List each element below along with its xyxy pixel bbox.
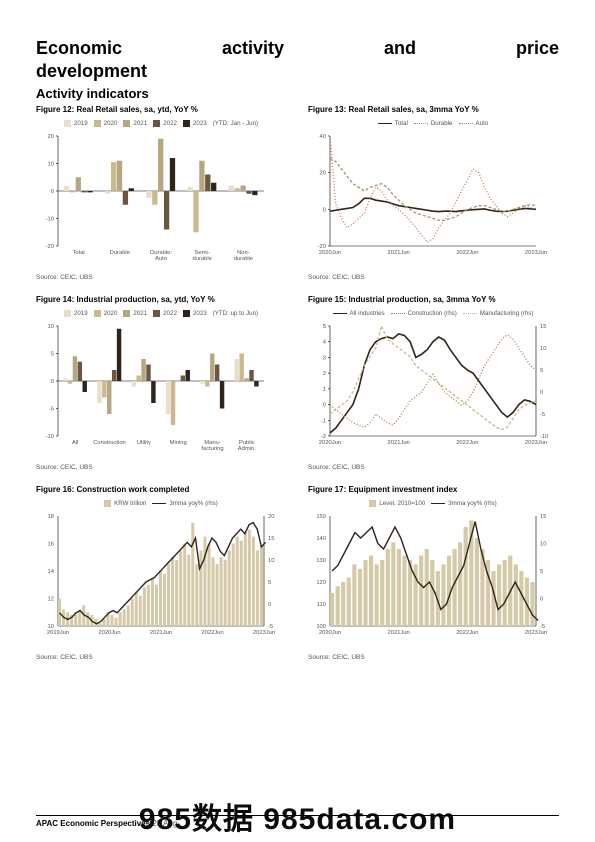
fig15-title: Figure 15: Industrial production, sa, 3m… <box>308 295 558 304</box>
svg-text:2: 2 <box>323 371 326 377</box>
fig13-source: Source: CEIC, UBS <box>308 274 558 281</box>
svg-text:2019Jun: 2019Jun <box>47 630 69 636</box>
fig17-box: Figure 17: Equipment investment index 10… <box>308 485 558 661</box>
fig14-source: Source: CEIC, UBS <box>36 464 286 471</box>
svg-text:2021Jun: 2021Jun <box>388 440 410 446</box>
svg-text:15: 15 <box>540 324 546 330</box>
svg-text:0: 0 <box>51 189 54 195</box>
fig17-source: Source: CEIC, UBS <box>308 654 558 661</box>
svg-text:2023Jun: 2023Jun <box>525 250 547 256</box>
svg-text:40: 40 <box>320 134 326 140</box>
svg-text:110: 110 <box>317 602 326 608</box>
fig17-title: Figure 17: Equipment investment index <box>308 485 558 494</box>
svg-text:14: 14 <box>48 569 55 575</box>
svg-text:0: 0 <box>540 597 543 603</box>
svg-text:10: 10 <box>540 346 546 352</box>
svg-text:2022Jun: 2022Jun <box>456 440 478 446</box>
fig16-chart: 1012141618-5051015202019Jun2020Jun2021Ju… <box>36 498 286 648</box>
svg-text:15: 15 <box>268 536 274 542</box>
fig13-box: Figure 13: Real Retail sales, sa, 3mma Y… <box>308 105 558 281</box>
svg-text:5: 5 <box>51 352 54 358</box>
svg-text:2022Jun: 2022Jun <box>456 630 478 636</box>
fig13-chart: -20020402020Jun2021Jun2022Jun2023JunTota… <box>308 118 558 268</box>
svg-text:durable: durable <box>234 256 253 262</box>
fig14-title: Figure 14: Industrial production, sa, yt… <box>36 295 286 304</box>
svg-text:2021Jun: 2021Jun <box>150 630 172 636</box>
svg-text:-5: -5 <box>49 407 54 413</box>
svg-text:2021Jun: 2021Jun <box>388 630 410 636</box>
svg-text:2020Jun: 2020Jun <box>98 630 120 636</box>
svg-text:20: 20 <box>48 134 54 140</box>
svg-text:2022Jun: 2022Jun <box>201 630 223 636</box>
svg-text:Admin.: Admin. <box>238 446 256 452</box>
svg-text:5: 5 <box>323 324 326 330</box>
svg-text:Construction: Construction <box>93 440 126 446</box>
fig12-box: Figure 12: Real Retail sales, sa, ytd, Y… <box>36 105 286 281</box>
fig12-source: Source: CEIC, UBS <box>36 274 286 281</box>
svg-text:-1: -1 <box>321 418 326 424</box>
page-title: Economic activity and price <box>36 38 559 59</box>
svg-text:0: 0 <box>323 207 326 213</box>
svg-text:-20: -20 <box>46 244 54 250</box>
fig15-chart: -2-1012345-10-50510152020Jun2021Jun2022J… <box>308 308 558 458</box>
svg-text:20: 20 <box>268 514 274 520</box>
watermark: 985数据 985data.com <box>139 794 456 838</box>
fig12-title: Figure 12: Real Retail sales, sa, ytd, Y… <box>36 105 286 114</box>
svg-text:1: 1 <box>323 387 326 393</box>
svg-text:2022Jun: 2022Jun <box>456 250 478 256</box>
svg-text:2020Jun: 2020Jun <box>319 250 341 256</box>
fig17-chart: 100110120130140150-50510152020Jun2021Jun… <box>308 498 558 648</box>
svg-text:-10: -10 <box>46 217 54 223</box>
svg-text:2023Jun: 2023Jun <box>525 440 547 446</box>
svg-text:130: 130 <box>316 558 326 564</box>
svg-text:0: 0 <box>268 602 271 608</box>
svg-text:10: 10 <box>48 324 54 330</box>
section-heading: Activity indicators <box>36 86 559 101</box>
svg-text:4: 4 <box>323 340 327 346</box>
svg-text:2023Jun: 2023Jun <box>253 630 275 636</box>
fig14-chart: -10-50510AllConstructionUtilityMiningMan… <box>36 308 286 458</box>
svg-text:durable: durable <box>193 256 212 262</box>
fig15-box: Figure 15: Industrial production, sa, 3m… <box>308 295 558 471</box>
fig14-box: Figure 14: Industrial production, sa, yt… <box>36 295 286 471</box>
page-title-cont: development <box>36 61 559 82</box>
svg-text:Utility: Utility <box>137 440 151 446</box>
svg-text:-10: -10 <box>46 434 54 440</box>
svg-text:3: 3 <box>323 355 326 361</box>
svg-text:Auto: Auto <box>155 256 167 262</box>
svg-text:2020Jun: 2020Jun <box>319 630 341 636</box>
fig12-chart: -20-1001020TotalDurableDurable:AutoSemi-… <box>36 118 286 268</box>
svg-text:5: 5 <box>540 368 543 374</box>
svg-text:18: 18 <box>48 514 54 520</box>
svg-text:20: 20 <box>320 171 326 177</box>
svg-text:Durable: Durable <box>110 250 130 256</box>
fig15-source: Source: CEIC, UBS <box>308 464 558 471</box>
svg-text:0: 0 <box>540 390 543 396</box>
fig16-source: Source: CEIC, UBS <box>36 654 286 661</box>
svg-text:140: 140 <box>316 536 326 542</box>
svg-text:120: 120 <box>316 580 326 586</box>
svg-text:All: All <box>72 440 78 446</box>
svg-text:150: 150 <box>316 514 326 520</box>
svg-text:Mining: Mining <box>170 440 187 446</box>
fig13-title: Figure 13: Real Retail sales, sa, 3mma Y… <box>308 105 558 114</box>
svg-text:10: 10 <box>48 162 54 168</box>
svg-text:Total: Total <box>72 250 84 256</box>
svg-text:2023Jun: 2023Jun <box>525 630 547 636</box>
svg-text:5: 5 <box>268 580 271 586</box>
svg-text:0: 0 <box>323 403 326 409</box>
fig16-title: Figure 16: Construction work completed <box>36 485 286 494</box>
svg-text:5: 5 <box>540 569 543 575</box>
svg-text:2021Jun: 2021Jun <box>388 250 410 256</box>
fig16-box: Figure 16: Construction work completed 1… <box>36 485 286 661</box>
svg-text:0: 0 <box>51 379 54 385</box>
svg-text:16: 16 <box>48 542 54 548</box>
svg-text:facturing: facturing <box>201 446 223 452</box>
svg-text:-5: -5 <box>540 412 545 418</box>
svg-text:12: 12 <box>48 597 54 603</box>
svg-text:10: 10 <box>268 558 274 564</box>
svg-text:10: 10 <box>540 542 546 548</box>
svg-text:15: 15 <box>540 514 546 520</box>
svg-text:2020Jun: 2020Jun <box>319 440 341 446</box>
